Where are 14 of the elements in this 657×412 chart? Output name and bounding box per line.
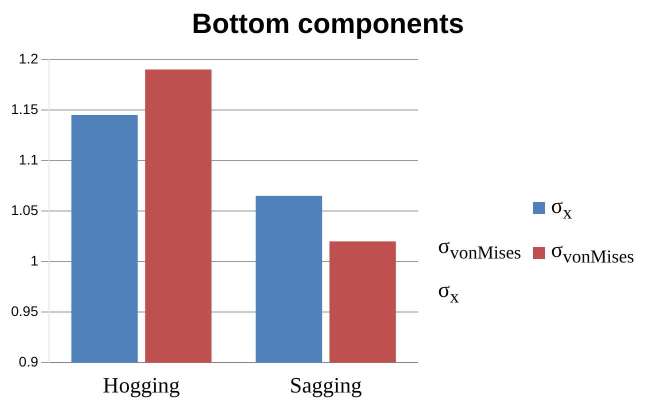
y-tick-label: 1 <box>30 252 38 268</box>
chart-title: Bottom components <box>190 8 466 40</box>
text: σ$_{x}$ <box>438 277 460 307</box>
text: σ$_{vonMises}$ <box>438 233 522 262</box>
x-tick-label: Sagging <box>290 372 362 398</box>
y-tick-label: 1.1 <box>18 151 38 168</box>
x-tick-label: Hogging <box>102 372 180 398</box>
y-tick-label: 0.95 <box>11 302 38 319</box>
y-tick-label: 1.15 <box>11 100 38 117</box>
y-tick-label: 0.9 <box>18 353 38 370</box>
y-tick-label: 1.05 <box>11 202 38 218</box>
legend-label: σ$_{vonMises}$ <box>551 237 634 268</box>
legend-label: σ$_{x}$ <box>551 193 572 224</box>
y-tick-label: 1.2 <box>18 50 38 66</box>
